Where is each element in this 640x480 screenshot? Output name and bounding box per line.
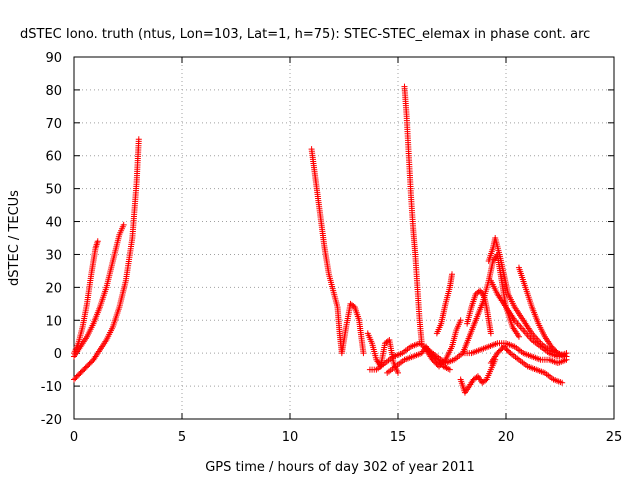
data-series — [464, 287, 494, 337]
data-point — [360, 350, 367, 357]
data-point — [550, 346, 557, 353]
data-point — [83, 363, 90, 370]
data-point — [120, 221, 127, 228]
data-point — [77, 369, 84, 376]
y-axis-label: dSTEC / TECUs — [7, 190, 22, 286]
data-point — [506, 348, 513, 355]
y-tick-label: 10 — [45, 314, 62, 329]
data-point — [418, 340, 425, 347]
data-series — [401, 83, 425, 347]
data-series — [515, 264, 568, 360]
data-series — [71, 136, 142, 383]
data-series — [423, 317, 464, 370]
data-series — [308, 146, 367, 357]
data-point — [473, 374, 480, 381]
y-tick-label: -20 — [41, 413, 62, 428]
data-point — [482, 377, 489, 384]
data-series — [487, 277, 570, 360]
x-axis-label: GPS time / hours of day 302 of year 2011 — [205, 460, 475, 475]
x-axis-ticks: 0 5 10 15 20 25 — [70, 57, 622, 445]
data-marks — [71, 83, 570, 396]
data-point — [430, 358, 437, 365]
data-point — [446, 366, 453, 373]
data-point — [504, 347, 511, 354]
data-point — [74, 372, 81, 379]
data-series — [433, 271, 455, 337]
data-point — [429, 356, 436, 363]
data-point — [71, 376, 77, 383]
data-point — [515, 333, 522, 340]
data-point — [563, 350, 570, 357]
data-point — [82, 364, 89, 371]
data-point — [441, 358, 448, 365]
data-point — [495, 348, 502, 355]
data-series — [71, 238, 101, 357]
data-point — [487, 330, 494, 337]
y-axis-ticks: -20 -10 0 10 20 30 40 50 60 70 80 90 — [41, 51, 614, 428]
data-point — [87, 359, 94, 366]
y-tick-label: 20 — [45, 281, 62, 296]
y-tick-label: 80 — [45, 84, 62, 99]
x-tick-label: 5 — [178, 430, 186, 445]
data-point — [502, 344, 509, 351]
data-point — [73, 373, 80, 380]
chart-title: dSTEC Iono. truth (ntus, Lon=103, Lat=1,… — [20, 27, 590, 42]
x-tick-label: 20 — [498, 430, 515, 445]
data-point — [76, 371, 83, 378]
data-point — [80, 367, 87, 374]
grid — [74, 57, 614, 419]
data-point — [449, 271, 455, 278]
data-point — [433, 360, 440, 367]
x-tick-label: 25 — [606, 430, 623, 445]
data-point — [395, 369, 401, 376]
x-tick-label: 15 — [390, 430, 407, 445]
data-point — [457, 317, 464, 324]
data-point — [500, 343, 507, 350]
data-point — [549, 344, 556, 351]
data-point — [498, 346, 505, 353]
y-tick-label: 30 — [45, 248, 62, 263]
data-point — [552, 347, 559, 354]
data-point — [475, 288, 482, 295]
data-point — [439, 359, 446, 366]
data-point — [72, 375, 79, 382]
data-point — [503, 346, 510, 353]
data-point — [548, 343, 555, 350]
data-point — [86, 360, 93, 367]
data-point — [438, 360, 445, 367]
y-tick-label: 90 — [45, 51, 62, 66]
data-point — [494, 350, 501, 357]
y-tick-label: 70 — [45, 117, 62, 132]
data-point — [496, 347, 503, 354]
data-point — [81, 365, 88, 372]
data-point — [78, 368, 85, 375]
data-point — [436, 363, 443, 370]
y-tick-label: 60 — [45, 150, 62, 165]
data-point — [432, 359, 439, 366]
y-tick-label: 50 — [45, 183, 62, 198]
data-point — [559, 379, 566, 386]
y-tick-label: -10 — [41, 380, 62, 395]
data-series — [487, 343, 566, 386]
data-series — [71, 221, 127, 360]
data-point — [85, 362, 92, 369]
x-tick-label: 10 — [282, 430, 299, 445]
y-tick-label: 0 — [54, 347, 62, 362]
x-tick-label: 0 — [70, 430, 78, 445]
data-point — [437, 362, 444, 369]
plot-frame — [73, 56, 615, 420]
data-point — [561, 353, 568, 360]
data-point — [135, 136, 142, 143]
y-tick-label: 40 — [45, 216, 62, 231]
data-point — [94, 238, 101, 245]
